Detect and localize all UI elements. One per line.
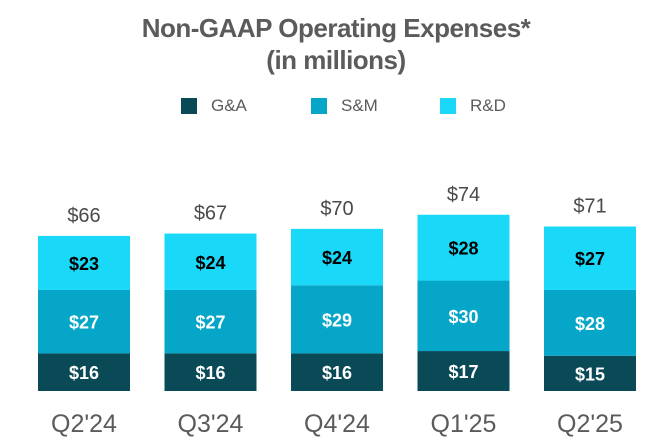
bar-r-d-q3-24 (164, 233, 257, 290)
data-label-s-m-q2-24: $27 (69, 313, 99, 333)
bar-g-a-q2-24 (38, 353, 130, 391)
total-label-q2-25: $71 (573, 196, 606, 218)
legend-swatch-sm (311, 98, 327, 114)
data-label-s-m-q1-25: $30 (448, 307, 478, 327)
bar-g-a-q4-24 (291, 353, 383, 391)
bar-g-a-q1-25 (417, 351, 510, 391)
x-tick-label-q1-25: Q1'25 (431, 410, 497, 438)
legend-swatch-rd (440, 98, 456, 114)
data-label-g-a-q3-24: $16 (195, 363, 225, 383)
bar-r-d-q4-24 (291, 228, 383, 286)
legend: G&A S&M R&D (0, 94, 672, 118)
data-label-s-m-q3-24: $27 (195, 313, 225, 333)
bar-s-m-q2-25 (544, 289, 636, 356)
bar-s-m-q4-24 (291, 285, 383, 354)
bar-s-m-q1-25 (417, 280, 510, 352)
bar-s-m-q2-24 (38, 289, 130, 354)
x-tick-label-q2-25: Q2'25 (557, 410, 623, 438)
total-label-q3-24: $67 (194, 203, 227, 225)
chart-subtitle: (in millions) (266, 45, 406, 75)
chart-title: Non-GAAP Operating Expenses* (141, 13, 531, 43)
bar-r-d-q1-25 (417, 214, 510, 281)
legend-label-sm: S&M (341, 96, 378, 115)
total-label-q4-24: $70 (320, 198, 353, 220)
bar-s-m-q3-24 (164, 289, 257, 354)
data-label-r-d-q4-24: $24 (322, 248, 352, 268)
bar-g-a-q2-25 (544, 355, 636, 391)
x-tick-label-q4-24: Q4'24 (304, 410, 370, 438)
data-label-s-m-q4-24: $29 (322, 310, 352, 330)
data-label-s-m-q2-25: $28 (575, 314, 605, 334)
x-tick-label-q2-24: Q2'24 (51, 410, 117, 438)
data-label-g-a-q2-25: $15 (575, 364, 605, 384)
legend-item-sm: S&M (311, 94, 378, 118)
total-label-q2-24: $66 (67, 205, 100, 227)
legend-label-rd: R&D (470, 96, 506, 115)
bar-r-d-q2-25 (544, 226, 636, 290)
bar-r-d-q2-24 (38, 235, 130, 290)
data-label-g-a-q2-24: $16 (69, 363, 99, 383)
data-label-r-d-q3-24: $24 (195, 253, 225, 273)
data-label-r-d-q2-24: $23 (69, 254, 99, 274)
legend-item-rd: R&D (440, 94, 506, 118)
legend-swatch-ga (181, 98, 197, 114)
total-label-q1-25: $74 (447, 184, 480, 206)
bar-g-a-q3-24 (164, 353, 257, 391)
data-label-g-a-q1-25: $17 (448, 362, 478, 382)
data-label-g-a-q4-24: $16 (322, 363, 352, 383)
x-tick-label-q3-24: Q3'24 (178, 410, 244, 438)
legend-label-ga: G&A (211, 96, 247, 115)
data-label-r-d-q2-25: $27 (575, 249, 605, 269)
legend-item-ga: G&A (181, 94, 247, 118)
data-label-r-d-q1-25: $28 (448, 239, 478, 259)
